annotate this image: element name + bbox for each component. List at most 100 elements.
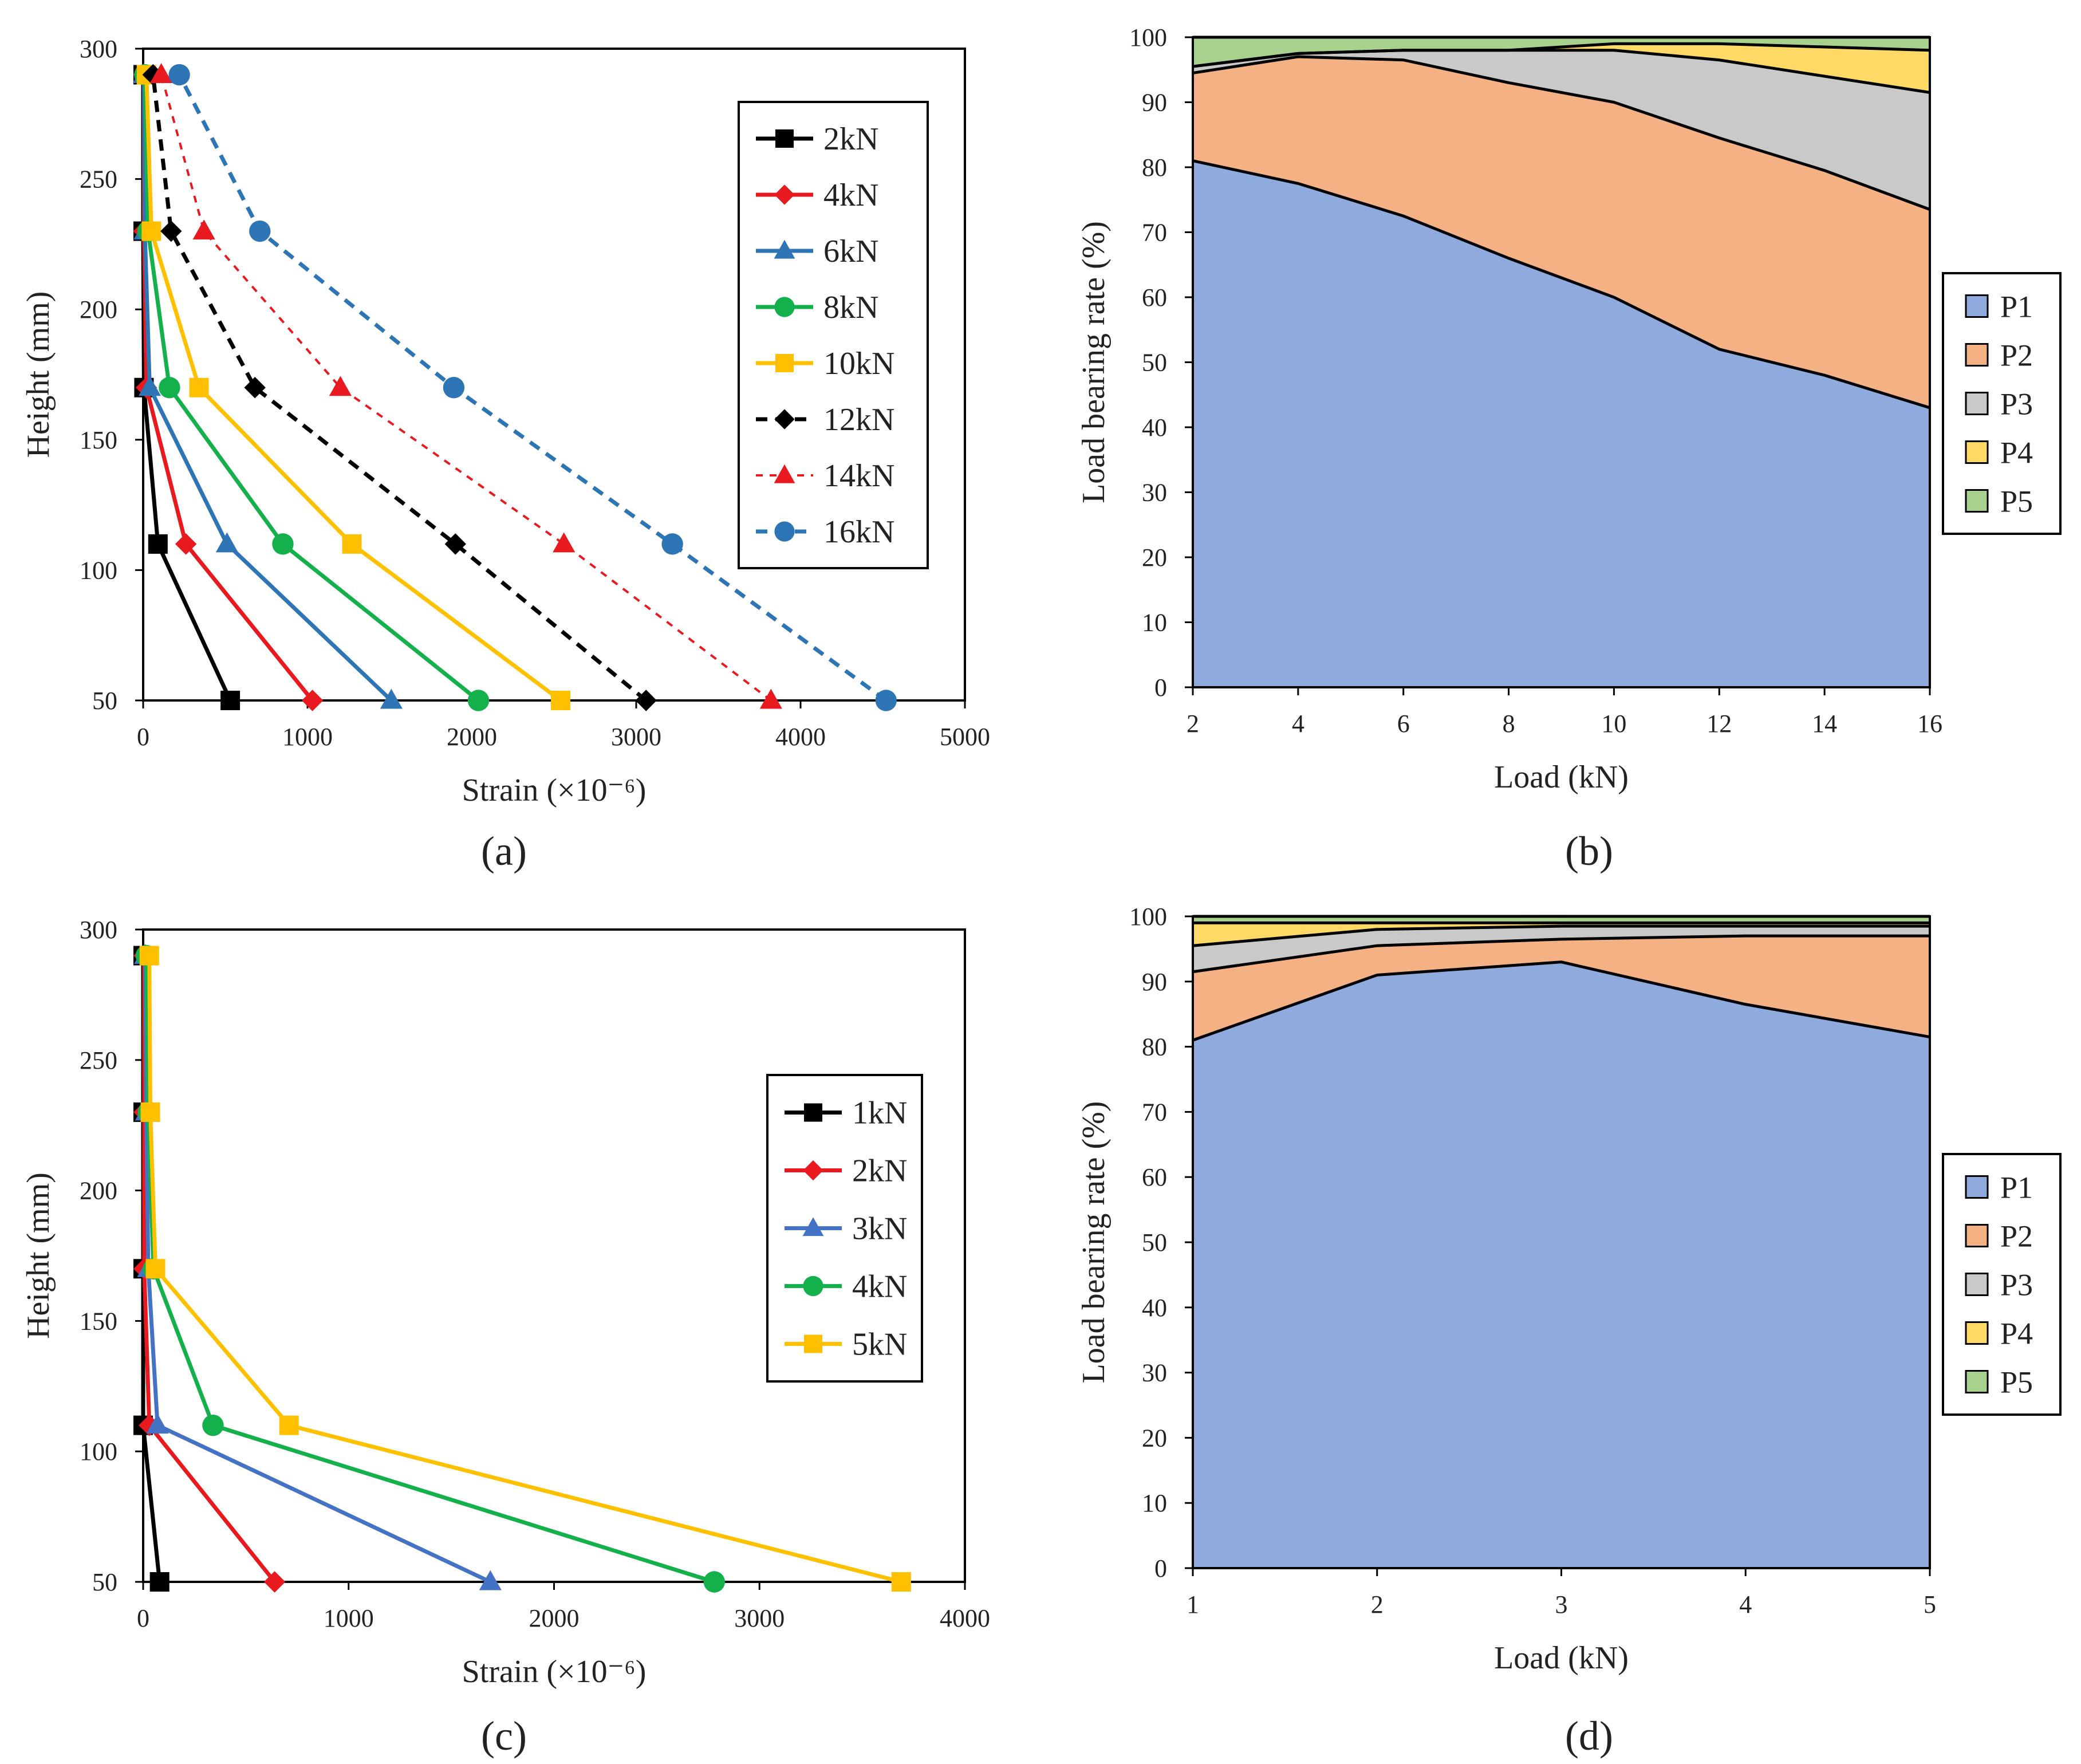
chart-c-x-tick-label: 1000 — [324, 1604, 374, 1632]
chart-a-legend-marker-4kn — [774, 184, 795, 205]
chart-a-point-16kn — [168, 64, 190, 86]
panel-label-c: (c) — [481, 1713, 527, 1759]
chart-a-series-line-12kn — [151, 74, 648, 702]
chart-b-x-tick-label: 14 — [1812, 710, 1837, 738]
chart-a-legend-marker-10kn — [775, 354, 794, 372]
chart-d-legend-swatch-p5 — [1965, 1370, 1989, 1393]
chart-a-point-16kn — [249, 220, 271, 242]
panel-label-b: (b) — [1565, 828, 1613, 874]
chart-b-y-tick-label: 100 — [1129, 23, 1167, 52]
chart-d-y-tick-label: 80 — [1142, 1033, 1167, 1061]
chart-d-area-p1 — [1193, 962, 1930, 1568]
chart-c-legend-marker-5kn — [804, 1334, 822, 1353]
chart-a-legend-marker-8kn — [774, 297, 795, 317]
chart-a-legend-label-6kn: 6kN — [823, 234, 878, 269]
chart-a-legend-label-10kn: 10kN — [823, 346, 894, 381]
chart-a-point-6kn — [138, 376, 161, 396]
chart-b-area-p5 — [1193, 37, 1930, 67]
chart-c-point-5kn — [891, 1572, 911, 1592]
chart-b-x-axis-title: Load (kN) — [1494, 759, 1629, 795]
chart-d-y-tick-label: 50 — [1142, 1228, 1167, 1257]
chart-a-point-12kn — [635, 690, 657, 711]
chart-a-point-16kn — [443, 377, 465, 399]
chart-d-legend-swatch-p4 — [1965, 1321, 1989, 1345]
chart-d-y-tick-label: 0 — [1154, 1554, 1167, 1582]
chart-c-legend-label-1kn: 1kN — [852, 1096, 907, 1131]
chart-c-legend-marker-4kn — [803, 1275, 823, 1297]
chart-a-point-12kn — [444, 533, 466, 555]
chart-d-x-tick-label: 3 — [1555, 1590, 1568, 1619]
chart-d-area-p3 — [1193, 926, 1930, 972]
chart-d-y-axis-title: Load bearing rate (%) — [1076, 1101, 1112, 1384]
chart-a-legend-marker-16kn — [774, 521, 795, 542]
chart-b-y-tick-label: 80 — [1142, 153, 1167, 182]
chart-b-x-tick-label: 12 — [1706, 710, 1732, 738]
chart-c-point-5kn — [140, 1102, 160, 1122]
chart-a-series-line-6kn — [141, 74, 393, 702]
chart-b-y-tick-label: 20 — [1142, 544, 1167, 572]
chart-a-x-tick-label: 4000 — [775, 723, 826, 751]
chart-b-x-tick-label: 6 — [1397, 710, 1410, 738]
chart-c-legend-label-3kn: 3kN — [852, 1211, 907, 1247]
chart-d-legend-label-p3: P3 — [2000, 1268, 2033, 1302]
chart-d-y-tick-label: 40 — [1142, 1294, 1167, 1322]
chart-d-legend-label-p4: P4 — [2000, 1317, 2033, 1351]
chart-c-point-5kn — [145, 1259, 165, 1279]
chart-d-y-tick-label: 10 — [1142, 1489, 1167, 1517]
chart-a-point-10kn — [342, 534, 362, 554]
chart-c-legend-marker-3kn — [802, 1217, 824, 1237]
chart-c-y-tick-label: 50 — [92, 1568, 117, 1596]
chart-b-y-tick-label: 0 — [1154, 674, 1167, 702]
chart-a-legend-label-4kn: 4kN — [823, 178, 878, 213]
chart-c-point-5kn — [279, 1415, 299, 1435]
chart-a-y-tick-label: 300 — [80, 35, 117, 63]
chart-d-legend-label-p1: P1 — [2000, 1171, 2033, 1205]
chart-a-point-2kn — [148, 534, 168, 554]
chart-d-area-p5 — [1193, 916, 1930, 923]
chart-a-point-14kn — [192, 219, 215, 240]
chart-b-area-p3 — [1193, 50, 1930, 210]
chart-d-y-tick-label: 70 — [1142, 1098, 1167, 1126]
chart-a-x-axis-title: Strain (×10⁻⁶) — [462, 773, 647, 808]
chart-a-x-tick-label: 5000 — [940, 723, 990, 751]
chart-c-x-tick-label: 0 — [137, 1604, 149, 1632]
chart-a-point-16kn — [875, 690, 897, 711]
chart-d-legend-label-p5: P5 — [2000, 1365, 2033, 1400]
chart-a-y-tick-label: 200 — [80, 296, 117, 324]
chart-a-legend-label-2kn: 2kN — [823, 121, 878, 157]
chart-a-point-14kn — [329, 376, 352, 396]
chart-c-legend-label-2kn: 2kN — [852, 1153, 907, 1189]
chart-a-point-6kn — [215, 532, 238, 553]
chart-a-legend-label-14kn: 14kN — [823, 458, 894, 494]
chart-b-x-tick-label: 4 — [1292, 710, 1304, 738]
chart-c-point-3kn — [479, 1570, 502, 1590]
chart-d-y-tick-label: 60 — [1142, 1163, 1167, 1191]
chart-c-legend-marker-1kn — [804, 1103, 822, 1122]
chart-d-legend-box — [1942, 1153, 2062, 1416]
chart-c-point-5kn — [139, 946, 159, 966]
chart-c-x-tick-label: 2000 — [529, 1604, 580, 1632]
chart-a-point-12kn — [244, 377, 266, 399]
chart-b-y-axis-title: Load bearing rate (%) — [1076, 221, 1112, 503]
chart-b-legend-swatch-p5 — [1965, 489, 1989, 513]
chart-c-point-1kn — [149, 1572, 170, 1592]
chart-d-boundary-p3 — [1192, 924, 1930, 947]
chart-d-x-axis-title: Load (kN) — [1494, 1640, 1629, 1676]
chart-a-legend-label-16kn: 16kN — [823, 514, 894, 550]
chart-b-y-tick-label: 70 — [1142, 219, 1167, 247]
chart-d-legend-swatch-p3 — [1965, 1273, 1989, 1296]
chart-b-area-p1 — [1193, 160, 1930, 687]
chart-d-boundary-p2 — [1192, 934, 1930, 974]
chart-a-y-axis-title: Height (mm) — [21, 292, 56, 458]
chart-b-legend-swatch-p1 — [1965, 294, 1989, 318]
panel-label-d: (d) — [1565, 1713, 1613, 1759]
chart-a-legend-marker-14kn — [774, 464, 795, 483]
chart-a-point-10kn — [189, 377, 209, 397]
chart-a-legend-box — [738, 101, 929, 569]
chart-a-point-6kn — [380, 688, 403, 709]
chart-c-series-line-4kn — [144, 955, 715, 1584]
chart-a-point-2kn — [220, 691, 241, 710]
chart-a-x-tick-label: 1000 — [282, 723, 333, 751]
chart-a-y-tick-label: 150 — [80, 426, 117, 454]
chart-b-y-tick-label: 10 — [1142, 609, 1167, 637]
